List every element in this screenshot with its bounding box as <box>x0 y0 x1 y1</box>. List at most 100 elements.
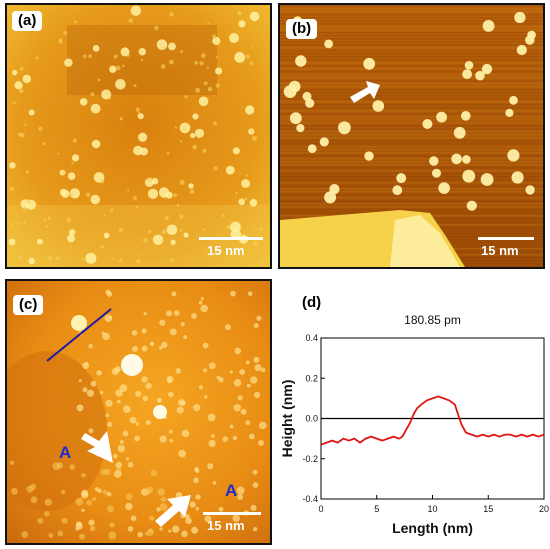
particle-dot <box>97 78 101 82</box>
particle-dot <box>203 81 208 86</box>
scan-line <box>280 95 543 97</box>
particle-dot <box>171 291 177 297</box>
particle-dot <box>157 398 162 403</box>
particle-dot <box>71 154 80 162</box>
particle-dot <box>212 37 221 45</box>
particle-dot <box>250 129 254 133</box>
particle-dot <box>193 477 199 483</box>
particle-dot <box>338 121 351 135</box>
afm-image-b: (b) 15 nm <box>278 3 545 269</box>
particle-dot <box>192 113 199 120</box>
scan-line <box>280 14 543 16</box>
particle-dot <box>174 126 177 129</box>
particle-dot <box>42 142 47 146</box>
particle-dot <box>85 252 97 264</box>
scan-line <box>280 152 543 154</box>
particle-dot <box>247 291 253 296</box>
particle-dot <box>168 391 174 398</box>
particle-dot <box>44 511 50 517</box>
particle-dot <box>26 199 32 205</box>
scan-line <box>280 74 543 76</box>
scan-line <box>280 29 543 31</box>
height-profile-line <box>320 395 545 446</box>
scan-line <box>280 53 543 55</box>
particle-dot <box>161 46 165 50</box>
particle-dot <box>208 362 216 370</box>
y-tick-label: 0.0 <box>305 414 318 424</box>
particle-dot <box>105 413 109 417</box>
particle-dot <box>119 117 123 121</box>
particle-dot <box>149 341 155 347</box>
site-label-a-2: A <box>225 481 238 500</box>
particle-dot <box>181 429 190 438</box>
particle-dot <box>185 514 190 519</box>
scan-line <box>280 80 543 82</box>
scale-text-c: 15 nm <box>207 518 245 533</box>
particle-dot <box>23 221 27 224</box>
particle-dot <box>71 161 74 165</box>
particle-dot <box>253 526 258 532</box>
particle-dot <box>89 525 96 532</box>
particle-dot <box>212 34 216 39</box>
particle-dot <box>175 368 182 374</box>
scale-text-b: 15 nm <box>481 243 519 258</box>
particle-dot <box>24 123 27 126</box>
particle-dot <box>516 44 527 56</box>
particle-dot <box>235 191 238 194</box>
particle-dot <box>507 149 520 162</box>
particle-dot <box>117 444 126 453</box>
particle-dot <box>138 48 146 56</box>
particle-dot <box>179 180 185 185</box>
particle-dot <box>168 429 173 434</box>
arrow-b <box>350 81 380 103</box>
particle-dot <box>81 473 86 478</box>
particle-dot <box>451 153 462 165</box>
particle-dot <box>166 224 178 236</box>
particle-dot <box>18 132 23 137</box>
particle-dot <box>137 531 143 538</box>
particle-dot <box>466 200 477 211</box>
scan-line <box>280 32 543 34</box>
particle-dot <box>48 533 54 538</box>
particle-dot <box>295 55 307 67</box>
particle-dot <box>116 466 122 472</box>
particle-dot <box>438 182 450 194</box>
particle-dot <box>193 404 201 412</box>
particle-dot <box>178 399 185 406</box>
particle-dot <box>115 461 123 469</box>
particle-dot <box>157 488 166 496</box>
particle-dot <box>166 152 170 155</box>
arrow-c-2 <box>155 495 191 527</box>
particle-dot <box>249 199 258 207</box>
particle-dot <box>91 139 101 149</box>
particle-dot <box>118 227 124 233</box>
particle-dot <box>86 192 91 197</box>
particle-dot <box>12 69 18 76</box>
particle-dot <box>107 422 113 427</box>
particle-dot <box>432 168 441 178</box>
particle-dot <box>211 434 215 438</box>
particle-dot <box>259 227 263 231</box>
scan-line <box>280 65 543 67</box>
particle-dot <box>305 98 315 108</box>
particle-dot <box>245 54 250 59</box>
particle-dot <box>195 494 201 500</box>
particle-dot <box>237 395 243 401</box>
scan-line <box>280 191 543 193</box>
particle-dot <box>13 101 16 104</box>
particle-dot <box>208 439 216 447</box>
scan-line <box>280 50 543 52</box>
particle-dot <box>213 166 218 171</box>
particle-dot <box>150 469 158 477</box>
particle-dot <box>82 54 87 59</box>
particle-dot <box>99 390 104 395</box>
particle-dot <box>113 470 122 478</box>
particle-dot <box>258 421 267 430</box>
scan-line <box>280 176 543 178</box>
particle-dot <box>10 222 14 226</box>
scan-line <box>280 161 543 163</box>
particle-dot <box>141 345 148 352</box>
particle-dot <box>63 31 68 35</box>
particle-dot <box>525 185 535 195</box>
scan-line <box>280 170 543 172</box>
